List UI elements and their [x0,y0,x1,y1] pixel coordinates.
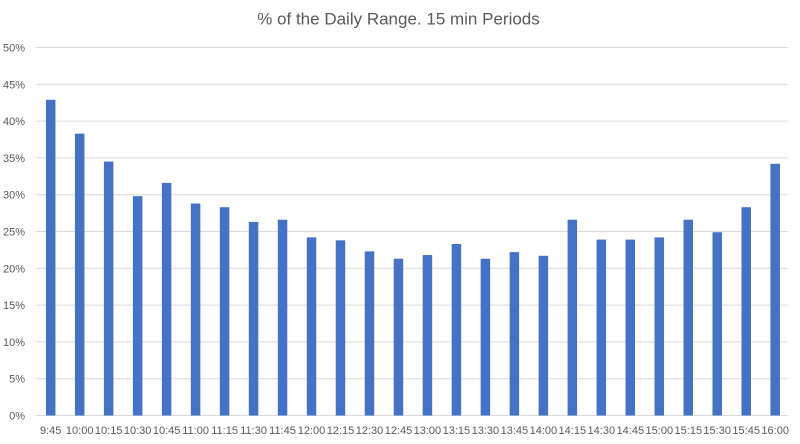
svg-text:45%: 45% [3,79,25,91]
svg-text:10:30: 10:30 [124,425,152,437]
svg-text:10:45: 10:45 [153,425,181,437]
svg-text:15%: 15% [3,300,25,312]
svg-text:13:45: 13:45 [501,425,529,437]
svg-text:14:45: 14:45 [617,425,645,437]
svg-text:11:15: 11:15 [211,425,238,437]
svg-text:40%: 40% [3,116,25,128]
svg-text:20%: 20% [3,263,25,275]
svg-text:14:00: 14:00 [530,425,558,437]
svg-text:12:30: 12:30 [356,425,384,437]
svg-text:10%: 10% [3,337,25,349]
svg-text:12:00: 12:00 [298,425,326,437]
svg-text:13:15: 13:15 [443,425,471,437]
svg-text:14:30: 14:30 [588,425,616,437]
svg-text:11:00: 11:00 [182,425,209,437]
svg-text:15:30: 15:30 [703,425,731,437]
svg-text:10:15: 10:15 [95,425,123,437]
svg-text:30%: 30% [3,190,25,202]
svg-text:50%: 50% [3,43,25,55]
svg-text:12:15: 12:15 [327,425,355,437]
svg-text:13:00: 13:00 [414,425,442,437]
svg-text:11:45: 11:45 [269,425,296,437]
svg-text:35%: 35% [3,153,25,165]
svg-text:9:45: 9:45 [40,425,61,437]
svg-text:16:00: 16:00 [761,425,789,437]
svg-text:5%: 5% [9,374,25,386]
svg-text:% of the Daily Range. 15 min P: % of the Daily Range. 15 min Periods [257,10,540,29]
svg-text:15:45: 15:45 [732,425,760,437]
svg-text:12:45: 12:45 [385,425,413,437]
svg-text:25%: 25% [3,227,25,239]
svg-text:10:00: 10:00 [66,425,94,437]
svg-text:15:15: 15:15 [675,425,703,437]
svg-text:11:30: 11:30 [240,425,267,437]
svg-text:13:30: 13:30 [472,425,500,437]
svg-text:15:00: 15:00 [646,425,674,437]
svg-text:0%: 0% [9,411,25,423]
svg-text:14:15: 14:15 [559,425,587,437]
